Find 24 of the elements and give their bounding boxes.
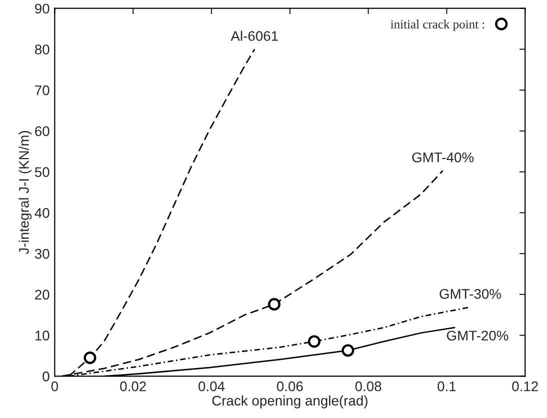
- x-axis-title: Crack opening angle(rad): [212, 395, 368, 408]
- y-tick-label: 70: [35, 85, 50, 96]
- x-tick-label: 0.12: [512, 381, 538, 392]
- x-tick-label: 0.06: [276, 381, 303, 392]
- y-tick-label: 90: [35, 4, 50, 14]
- y-tick-label: 0: [42, 372, 50, 382]
- y-tick-label: 30: [34, 248, 50, 259]
- series-label: GMT-40%: [412, 152, 474, 162]
- x-tick-label: 0.08: [355, 381, 382, 392]
- x-tick-label: 0.02: [120, 381, 146, 392]
- y-tick-label: 60: [35, 126, 50, 136]
- series-label: GMT-30%: [440, 288, 502, 299]
- legend-label: initial crack point :: [390, 20, 484, 32]
- series-label: GMT-20%: [446, 330, 508, 341]
- y-tick-label: 20: [35, 290, 50, 300]
- y-axis-title: J-integral J-I (KN/m): [18, 131, 32, 254]
- y-tick-label: 80: [34, 44, 50, 54]
- y-tick-label: 40: [34, 208, 50, 218]
- y-tick-label: 10: [35, 330, 50, 340]
- x-tick-label: 0.1: [438, 381, 456, 392]
- x-tick-label: 0.04: [198, 381, 225, 392]
- series-label: Al-6061: [230, 30, 278, 41]
- y-tick-label: 50: [34, 167, 50, 178]
- x-tick-label: 0: [51, 381, 58, 392]
